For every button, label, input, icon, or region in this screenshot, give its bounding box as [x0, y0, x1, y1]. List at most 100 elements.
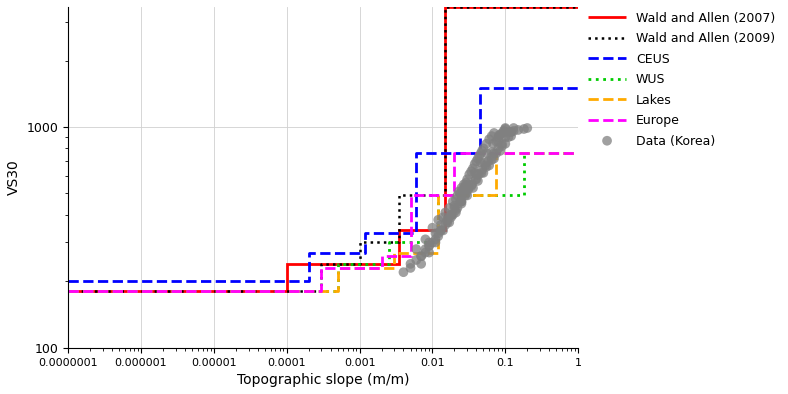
Line: Lakes: Lakes	[68, 153, 578, 292]
Data (Korea)	[455, 198, 468, 204]
Data (Korea)	[447, 198, 459, 204]
Data (Korea)	[474, 150, 487, 156]
Lakes	[333, 266, 342, 270]
Lakes	[433, 193, 443, 198]
Data (Korea)	[492, 138, 504, 145]
Data (Korea)	[455, 198, 468, 204]
Wald and Allen (2009)	[63, 289, 72, 294]
Europe	[450, 151, 459, 156]
Wald and Allen (2009)	[395, 240, 404, 245]
Europe	[377, 266, 386, 270]
WUS	[433, 193, 443, 198]
Data (Korea)	[494, 132, 507, 138]
WUS	[433, 240, 443, 245]
Data (Korea)	[461, 176, 474, 182]
Data (Korea)	[465, 183, 478, 189]
Data (Korea)	[434, 222, 447, 228]
Data (Korea)	[451, 192, 463, 199]
Data (Korea)	[480, 164, 492, 170]
Wald and Allen (2007)	[63, 289, 72, 294]
Line: CEUS: CEUS	[68, 88, 578, 281]
Y-axis label: VS30: VS30	[7, 160, 21, 195]
Data (Korea)	[429, 236, 442, 242]
Data (Korea)	[483, 162, 496, 169]
Data (Korea)	[476, 148, 489, 154]
Data (Korea)	[410, 246, 422, 252]
Data (Korea)	[483, 136, 496, 143]
Data (Korea)	[494, 148, 507, 154]
Data (Korea)	[448, 203, 461, 209]
Line: Wald and Allen (2007): Wald and Allen (2007)	[68, 7, 578, 292]
Data (Korea)	[485, 149, 498, 155]
Data (Korea)	[432, 233, 444, 240]
Lakes	[433, 250, 443, 255]
Data (Korea)	[507, 128, 520, 134]
WUS	[519, 193, 529, 198]
CEUS	[63, 279, 72, 284]
Data (Korea)	[423, 243, 436, 249]
Data (Korea)	[492, 134, 504, 140]
Wald and Allen (2009)	[355, 262, 364, 266]
Data (Korea)	[439, 209, 452, 216]
Wald and Allen (2007)	[395, 228, 404, 233]
Wald and Allen (2009)	[440, 193, 450, 198]
Wald and Allen (2007)	[440, 5, 450, 9]
Europe	[406, 254, 415, 258]
Lakes	[389, 250, 399, 255]
Data (Korea)	[429, 230, 442, 236]
CEUS	[361, 231, 370, 236]
Data (Korea)	[426, 225, 439, 231]
WUS	[384, 262, 393, 266]
Data (Korea)	[414, 253, 427, 259]
Data (Korea)	[462, 187, 474, 193]
Data (Korea)	[419, 246, 432, 252]
Data (Korea)	[462, 185, 474, 191]
Data (Korea)	[434, 227, 447, 234]
Data (Korea)	[471, 155, 484, 162]
Data (Korea)	[397, 269, 410, 275]
Wald and Allen (2009)	[317, 262, 326, 266]
Data (Korea)	[458, 181, 470, 188]
Data (Korea)	[447, 212, 459, 218]
Europe	[317, 266, 326, 270]
Data (Korea)	[444, 212, 457, 218]
Data (Korea)	[468, 161, 481, 167]
Europe	[574, 151, 583, 156]
Wald and Allen (2009)	[355, 240, 364, 245]
Data (Korea)	[426, 239, 439, 245]
Data (Korea)	[521, 125, 533, 131]
Data (Korea)	[468, 170, 481, 176]
Data (Korea)	[461, 192, 474, 199]
Data (Korea)	[443, 219, 455, 225]
Data (Korea)	[432, 230, 444, 236]
Data (Korea)	[455, 185, 468, 191]
Data (Korea)	[460, 180, 473, 186]
Wald and Allen (2007)	[395, 262, 404, 266]
WUS	[333, 262, 342, 266]
Data (Korea)	[454, 190, 466, 197]
Data (Korea)	[470, 158, 482, 164]
Data (Korea)	[419, 249, 432, 256]
Data (Korea)	[465, 168, 478, 175]
Data (Korea)	[487, 141, 500, 147]
Data (Korea)	[475, 170, 488, 176]
Lakes	[492, 151, 501, 156]
Data (Korea)	[488, 155, 500, 162]
Data (Korea)	[496, 130, 508, 136]
Data (Korea)	[505, 129, 518, 135]
Wald and Allen (2009)	[440, 5, 450, 9]
Lakes	[492, 193, 501, 198]
Data (Korea)	[473, 153, 485, 159]
Data (Korea)	[450, 209, 463, 216]
Data (Korea)	[490, 150, 503, 156]
Data (Korea)	[423, 239, 436, 245]
Lakes	[389, 266, 399, 270]
CEUS	[411, 231, 421, 236]
Wald and Allen (2007)	[440, 228, 450, 233]
Wald and Allen (2007)	[574, 5, 583, 9]
Data (Korea)	[502, 134, 515, 140]
Europe	[63, 289, 72, 294]
Wald and Allen (2007)	[282, 289, 292, 294]
Data (Korea)	[454, 198, 466, 204]
Data (Korea)	[485, 154, 497, 160]
